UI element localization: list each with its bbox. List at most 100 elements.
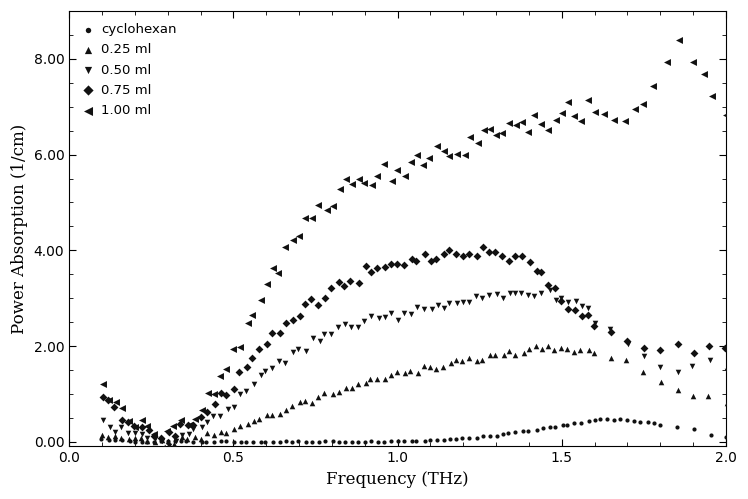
0.25 ml xyxy=(371,375,383,383)
0.75 ml xyxy=(530,266,542,274)
0.50 ml xyxy=(108,428,120,436)
0.75 ml xyxy=(209,400,221,408)
1.00 ml xyxy=(141,422,153,430)
0.25 ml xyxy=(228,425,240,433)
0.75 ml xyxy=(549,284,561,292)
0.25 ml xyxy=(655,378,667,386)
1.00 ml xyxy=(478,126,490,134)
0.50 ml xyxy=(463,298,475,306)
0.75 ml xyxy=(438,250,450,257)
1.00 ml xyxy=(687,58,699,66)
0.75 ml xyxy=(353,279,365,287)
cyclohexan xyxy=(286,438,298,446)
1.00 ml xyxy=(162,428,174,436)
cyclohexan xyxy=(200,438,212,446)
cyclohexan xyxy=(688,425,700,433)
0.50 ml xyxy=(307,334,319,342)
0.50 ml xyxy=(721,367,733,375)
1.00 ml xyxy=(299,215,311,223)
0.75 ml xyxy=(410,256,422,264)
0.75 ml xyxy=(405,255,417,263)
0.50 ml xyxy=(149,435,161,443)
0.25 ml xyxy=(518,349,530,357)
0.50 ml xyxy=(346,323,358,331)
1.00 ml xyxy=(242,319,254,327)
cyclohexan xyxy=(274,438,286,446)
1.00 ml xyxy=(327,202,339,210)
0.25 ml xyxy=(418,362,430,370)
0.75 ml xyxy=(183,421,194,429)
0.50 ml xyxy=(266,364,278,372)
cyclohexan xyxy=(720,433,732,441)
1.00 ml xyxy=(706,92,718,100)
cyclohexan xyxy=(463,434,475,442)
1.00 ml xyxy=(673,36,685,44)
0.25 ml xyxy=(274,410,286,418)
0.50 ml xyxy=(163,442,175,450)
0.25 ml xyxy=(620,356,632,364)
cyclohexan xyxy=(373,438,384,446)
0.50 ml xyxy=(136,430,148,438)
1.00 ml xyxy=(391,166,403,174)
0.50 ml xyxy=(176,431,188,439)
0.75 ml xyxy=(672,340,684,348)
0.25 ml xyxy=(391,368,403,376)
0.25 ml xyxy=(176,433,188,441)
1.00 ml xyxy=(272,269,284,277)
0.25 ml xyxy=(313,393,325,401)
0.75 ml xyxy=(379,263,391,271)
0.25 ml xyxy=(379,375,391,383)
0.75 ml xyxy=(294,312,306,320)
0.50 ml xyxy=(582,303,594,311)
0.25 ml xyxy=(149,438,161,446)
0.50 ml xyxy=(411,303,423,311)
0.75 ml xyxy=(201,408,213,416)
0.50 ml xyxy=(491,290,503,298)
0.50 ml xyxy=(704,356,716,364)
1.00 ml xyxy=(261,279,273,287)
0.25 ml xyxy=(280,406,292,414)
0.50 ml xyxy=(352,323,364,331)
cyclohexan xyxy=(240,438,252,446)
cyclohexan xyxy=(156,437,168,445)
0.25 ml xyxy=(156,436,168,444)
0.25 ml xyxy=(583,346,595,354)
1.00 ml xyxy=(279,244,291,251)
0.25 ml xyxy=(412,369,424,377)
0.75 ml xyxy=(419,250,431,258)
1.00 ml xyxy=(459,151,470,159)
0.75 ml xyxy=(312,300,324,308)
0.75 ml xyxy=(443,246,455,254)
0.25 ml xyxy=(220,429,232,437)
0.25 ml xyxy=(503,347,515,355)
cyclohexan xyxy=(424,436,436,444)
cyclohexan xyxy=(141,438,153,446)
0.25 ml xyxy=(248,417,260,425)
1.00 ml xyxy=(556,109,568,117)
0.50 ml xyxy=(129,430,141,438)
0.25 ml xyxy=(509,350,521,358)
0.50 ml xyxy=(438,304,450,312)
0.50 ml xyxy=(279,359,291,367)
1.00 ml xyxy=(246,311,258,319)
0.50 ml xyxy=(483,291,495,299)
cyclohexan xyxy=(135,438,147,446)
cyclohexan xyxy=(123,437,135,445)
cyclohexan xyxy=(103,437,115,445)
0.50 ml xyxy=(589,319,601,327)
cyclohexan xyxy=(392,437,404,445)
0.25 ml xyxy=(253,415,265,423)
cyclohexan xyxy=(180,438,192,446)
0.50 ml xyxy=(313,337,325,345)
cyclohexan xyxy=(352,438,364,446)
0.75 ml xyxy=(509,252,521,260)
0.75 ml xyxy=(261,340,273,348)
cyclohexan xyxy=(477,433,489,441)
1.00 ml xyxy=(720,111,732,119)
1.00 ml xyxy=(340,175,352,183)
0.25 ml xyxy=(523,345,535,353)
0.75 ml xyxy=(450,250,462,257)
0.50 ml xyxy=(222,405,234,413)
0.25 ml xyxy=(129,434,141,442)
1.00 ml xyxy=(353,175,365,183)
